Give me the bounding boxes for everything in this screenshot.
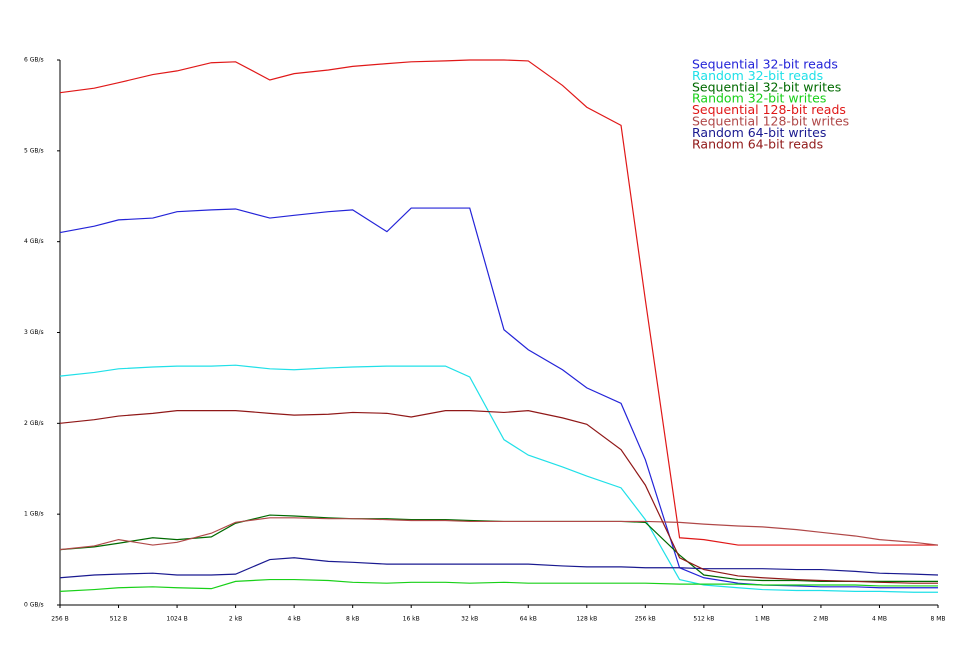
series-line — [59, 557, 939, 579]
x-tick-label: 32 kB — [461, 616, 478, 623]
legend-entry: Random 64-bit writes — [692, 125, 826, 140]
legend-entry: Random 64-bit reads — [692, 136, 823, 151]
y-tick-label: 0 GB/s — [24, 602, 44, 609]
y-tick-label: 6 GB/s — [24, 57, 44, 64]
y-tick-label: 3 GB/s — [24, 329, 44, 336]
legend-entry: Random 32-bit reads — [692, 68, 823, 83]
legend-entry: Sequential 32-bit reads — [692, 57, 838, 72]
legend-entry: Random 32-bit writes — [692, 91, 826, 106]
x-tick-label: 4 MB — [872, 616, 887, 623]
legend-entry: Sequential 32-bit writes — [692, 79, 841, 94]
x-tick-label: 128 kB — [576, 616, 597, 623]
x-tick-label: 64 kB — [520, 616, 537, 623]
y-tick-label: 2 GB/s — [24, 420, 44, 427]
y-tick-label: 5 GB/s — [24, 147, 44, 154]
x-tick-label: 8 MB — [930, 616, 945, 623]
x-tick-label: 512 kB — [693, 616, 714, 623]
series-line — [59, 59, 938, 546]
x-tick-label: 2 kB — [229, 616, 242, 623]
x-tick-label: 2 MB — [813, 616, 828, 623]
legend-entry: Sequential 128-bit writes — [692, 114, 849, 129]
series-line — [59, 514, 938, 582]
series-line — [59, 364, 938, 593]
series-line — [59, 207, 938, 589]
x-tick-label: 1 MB — [755, 616, 770, 623]
x-tick-label: 512 B — [110, 616, 127, 623]
y-tick-label: 4 GB/s — [24, 238, 44, 245]
series-line — [59, 517, 939, 551]
x-tick-label: 256 B — [51, 616, 68, 623]
series-line — [59, 578, 938, 592]
x-tick-label: 16 kB — [403, 616, 420, 623]
x-tick-label: 8 kB — [346, 616, 359, 623]
legend-entry: Sequential 128-bit reads — [692, 102, 846, 117]
y-tick-label: 1 GB/s — [24, 511, 44, 518]
x-tick-label: 1024 B — [166, 616, 187, 623]
x-tick-label: 256 kB — [635, 616, 656, 623]
x-tick-label: 4 kB — [287, 616, 300, 623]
series-line — [59, 410, 938, 584]
